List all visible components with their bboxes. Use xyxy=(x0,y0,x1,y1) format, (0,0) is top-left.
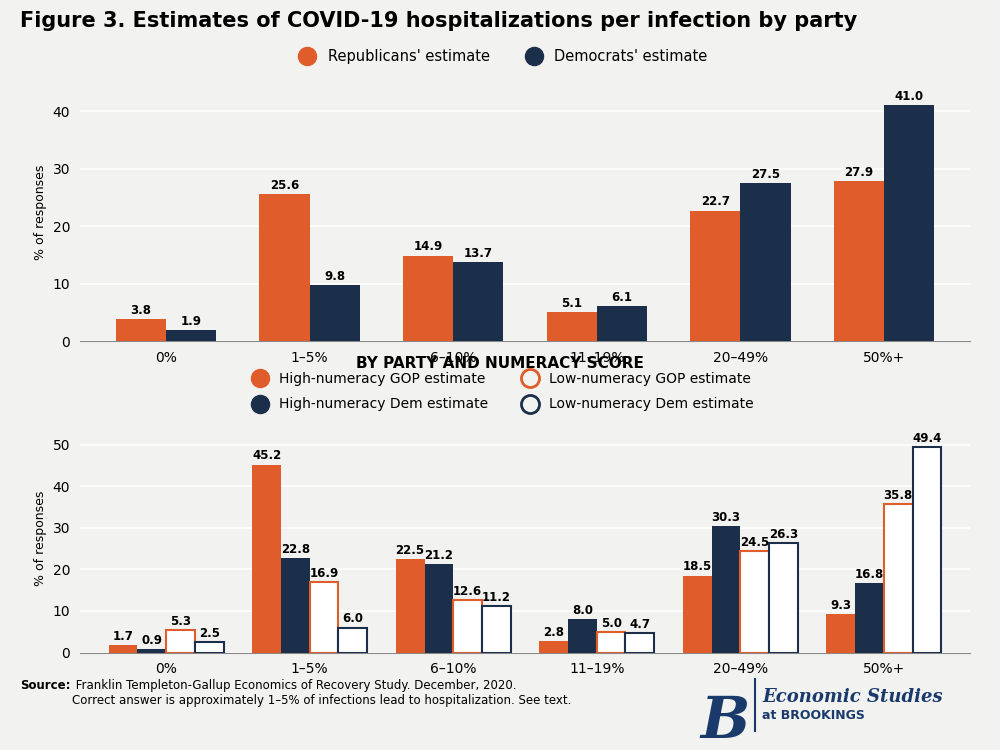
Text: 9.8: 9.8 xyxy=(324,269,345,283)
Text: 22.8: 22.8 xyxy=(281,542,310,556)
Bar xyxy=(166,330,216,341)
Text: 22.5: 22.5 xyxy=(396,544,425,556)
Text: 11.2: 11.2 xyxy=(482,591,511,604)
Bar xyxy=(453,600,482,652)
Text: Franklin Templeton-Gallup Economics of Recovery Study. December, 2020.
Correct a: Franklin Templeton-Gallup Economics of R… xyxy=(72,679,571,706)
Bar xyxy=(712,526,740,652)
Bar xyxy=(826,614,855,652)
Bar xyxy=(109,646,137,652)
Text: 25.6: 25.6 xyxy=(270,178,299,192)
Text: 41.0: 41.0 xyxy=(894,90,924,104)
Text: 2.8: 2.8 xyxy=(543,626,564,639)
Legend: Republicans' estimate, Democrats' estimate: Republicans' estimate, Democrats' estima… xyxy=(287,43,713,70)
Text: BY PARTY AND NUMERACY SCORE: BY PARTY AND NUMERACY SCORE xyxy=(356,356,644,371)
Text: 3.8: 3.8 xyxy=(131,304,152,317)
Legend: High-numeracy GOP estimate, High-numeracy Dem estimate, Low-numeracy GOP estimat: High-numeracy GOP estimate, High-numerac… xyxy=(240,367,760,417)
Text: 22.7: 22.7 xyxy=(701,196,730,208)
Bar xyxy=(310,582,338,652)
Text: 27.9: 27.9 xyxy=(844,166,873,178)
Bar xyxy=(310,285,360,341)
Text: 21.2: 21.2 xyxy=(424,549,453,562)
Text: 5.0: 5.0 xyxy=(601,616,622,630)
Text: 12.6: 12.6 xyxy=(453,585,482,598)
Text: 9.3: 9.3 xyxy=(830,598,851,612)
Bar xyxy=(259,194,310,341)
Bar xyxy=(252,464,281,652)
Bar xyxy=(195,642,224,652)
Bar xyxy=(834,181,884,341)
Y-axis label: % of responses: % of responses xyxy=(34,164,47,260)
Text: 2.5: 2.5 xyxy=(199,627,220,640)
Bar xyxy=(740,183,791,341)
Text: 13.7: 13.7 xyxy=(464,248,493,260)
Bar xyxy=(539,640,568,652)
Text: 5.1: 5.1 xyxy=(561,296,582,310)
Text: 16.8: 16.8 xyxy=(855,568,884,580)
Bar xyxy=(740,550,769,652)
Bar xyxy=(547,312,597,341)
Bar xyxy=(884,106,934,341)
Text: B: B xyxy=(700,694,749,750)
Text: at BROOKINGS: at BROOKINGS xyxy=(762,709,865,722)
Text: 8.0: 8.0 xyxy=(572,604,593,617)
Text: 35.8: 35.8 xyxy=(884,488,913,502)
Bar xyxy=(913,447,941,652)
Text: 49.4: 49.4 xyxy=(912,432,942,445)
Text: 6.0: 6.0 xyxy=(342,613,363,626)
Bar xyxy=(403,256,453,341)
Text: Source:: Source: xyxy=(20,679,70,692)
Text: 4.7: 4.7 xyxy=(629,618,650,631)
Bar xyxy=(690,211,740,341)
Bar xyxy=(855,583,884,652)
Bar xyxy=(166,631,195,652)
Bar xyxy=(482,606,511,652)
Bar xyxy=(683,575,712,652)
Bar xyxy=(884,503,913,652)
Bar xyxy=(137,649,166,652)
Bar xyxy=(281,558,310,652)
Text: 24.5: 24.5 xyxy=(740,536,769,548)
Y-axis label: % of responses: % of responses xyxy=(34,490,47,586)
Text: Economic Studies: Economic Studies xyxy=(762,688,943,706)
Bar xyxy=(396,559,425,652)
Bar xyxy=(453,262,503,341)
Text: 1.9: 1.9 xyxy=(181,315,202,328)
Bar xyxy=(597,306,647,341)
Text: 26.3: 26.3 xyxy=(769,528,798,541)
Text: 14.9: 14.9 xyxy=(413,240,443,254)
Text: 0.9: 0.9 xyxy=(141,634,162,646)
Text: 45.2: 45.2 xyxy=(252,449,281,463)
Bar xyxy=(425,564,453,652)
Text: 16.9: 16.9 xyxy=(309,567,339,580)
Text: 5.3: 5.3 xyxy=(170,616,191,628)
Bar xyxy=(597,632,625,652)
Bar xyxy=(338,628,367,652)
Text: 30.3: 30.3 xyxy=(711,512,740,524)
Bar xyxy=(769,543,798,652)
Text: Figure 3. Estimates of COVID-19 hospitalizations per infection by party: Figure 3. Estimates of COVID-19 hospital… xyxy=(20,11,857,32)
Text: 6.1: 6.1 xyxy=(611,291,632,304)
Bar xyxy=(116,320,166,341)
Text: 27.5: 27.5 xyxy=(751,168,780,181)
Text: 1.7: 1.7 xyxy=(113,630,134,644)
Bar xyxy=(568,620,597,652)
Text: 18.5: 18.5 xyxy=(683,560,712,574)
Bar xyxy=(625,633,654,652)
